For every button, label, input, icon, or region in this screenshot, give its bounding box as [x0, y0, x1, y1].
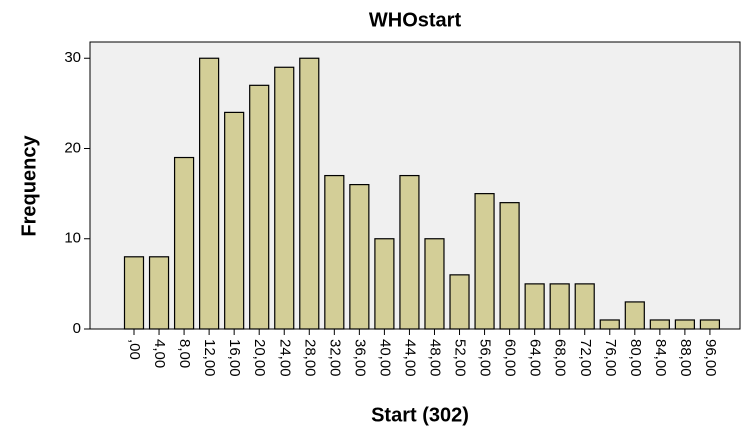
x-tick-label: 80,00 — [627, 339, 644, 377]
bar — [173, 156, 195, 330]
bar — [674, 319, 695, 330]
x-tick-label: 20,00 — [251, 339, 268, 377]
y-axis-title: Frequency — [18, 135, 40, 237]
bar — [649, 319, 670, 330]
x-tick-label: 88,00 — [677, 339, 694, 377]
bar — [699, 319, 721, 330]
x-tick-label: 28,00 — [301, 339, 318, 377]
x-tick-label: 72,00 — [577, 339, 594, 377]
bar — [148, 256, 170, 330]
bar — [224, 111, 245, 330]
bar — [524, 283, 545, 330]
bar — [324, 174, 345, 330]
x-tick-label: 44,00 — [401, 339, 418, 377]
bar — [249, 84, 270, 330]
x-tick-label: 4,00 — [151, 339, 168, 368]
chart-title: WHOstart — [369, 9, 462, 31]
x-tick-label: 8,00 — [176, 339, 193, 368]
bar — [349, 183, 370, 330]
bar — [574, 283, 595, 330]
bar — [424, 238, 445, 330]
x-axis-title: Start (302) — [371, 404, 469, 426]
bar — [123, 256, 145, 330]
x-tick-label: 84,00 — [652, 339, 669, 377]
x-tick-label: 76,00 — [602, 339, 619, 377]
bar — [599, 319, 620, 330]
x-tick-label: 36,00 — [351, 339, 368, 377]
bar — [449, 274, 470, 330]
bar — [274, 66, 295, 330]
x-tick-label: 60,00 — [502, 339, 519, 377]
y-tick-label: 30 — [64, 49, 81, 66]
x-tick-label: 40,00 — [376, 339, 393, 377]
y-tick-label: 0 — [73, 320, 81, 337]
x-tick-label: 32,00 — [326, 339, 343, 377]
x-tick-label: 52,00 — [452, 339, 469, 377]
x-tick-label: 16,00 — [226, 339, 243, 377]
bar — [374, 238, 395, 330]
bar — [474, 193, 495, 330]
x-tick-label: 64,00 — [527, 339, 544, 377]
bar — [549, 283, 570, 330]
bar — [299, 57, 320, 330]
bar — [199, 57, 220, 330]
x-tick-label: 96,00 — [702, 339, 719, 377]
x-tick-label: 68,00 — [552, 339, 569, 377]
y-tick-label: 20 — [64, 139, 81, 156]
bar — [399, 174, 420, 330]
x-tick-label: 56,00 — [477, 339, 494, 377]
x-tick-label: ,00 — [126, 339, 143, 360]
bar — [499, 202, 520, 330]
bar — [624, 301, 645, 330]
x-tick-label: 24,00 — [276, 339, 293, 377]
y-tick-label: 10 — [64, 230, 81, 247]
x-tick-label: 12,00 — [201, 339, 218, 377]
x-tick-label: 48,00 — [427, 339, 444, 377]
